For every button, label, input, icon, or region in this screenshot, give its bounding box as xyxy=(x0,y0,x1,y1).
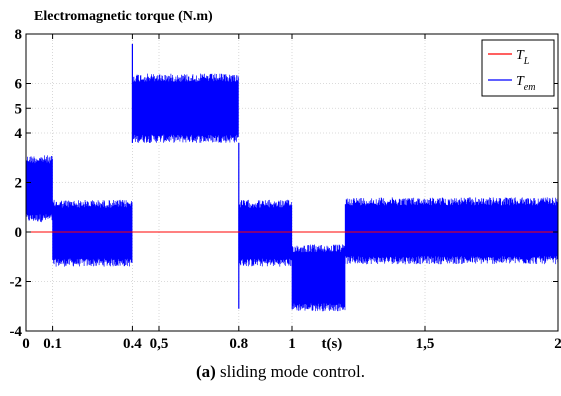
chart-title: Electromagnetic torque (N.m) xyxy=(34,9,213,24)
y-tick-label: 5 xyxy=(15,101,23,117)
y-tick-label: 4 xyxy=(15,126,23,142)
x-axis-label: t(s) xyxy=(321,336,342,352)
x-tick-label: 0.8 xyxy=(229,336,248,352)
x-tick-label: 0.4 xyxy=(123,336,142,352)
x-tick-label: 2 xyxy=(554,336,561,352)
y-tick-label: 6 xyxy=(15,77,23,93)
y-tick-label: 8 xyxy=(15,27,23,43)
y-tick-label: 2 xyxy=(15,176,23,192)
x-tick-label: 1,5 xyxy=(416,336,435,352)
legend-entry-label: Tem xyxy=(516,74,535,93)
torque-chart: 0 0.1 0.4 0,5 0.8 1 1,5 2 t(s) -4 -2 0 2 4 5 6 8 Electro… xyxy=(10,9,561,352)
y-tick-label: 0 xyxy=(15,225,23,241)
caption-text: sliding mode control. xyxy=(215,362,366,381)
y-tick-label: -4 xyxy=(10,324,23,340)
legend-box xyxy=(481,39,555,97)
x-tick-label: 0,5 xyxy=(150,336,169,352)
caption-label: (a) xyxy=(195,362,216,381)
x-tick-label: 1 xyxy=(288,336,296,352)
x-tick-label: 0 xyxy=(22,336,30,352)
axes: 0 0.1 0.4 0,5 0.8 1 1,5 2 t(s) -4 -2 0 2 4 5 6 8 xyxy=(10,27,561,352)
legend-entry-label: TL xyxy=(516,48,530,67)
plot-area xyxy=(25,33,559,332)
y-tick-label: -2 xyxy=(10,275,23,291)
legend: TL Tem xyxy=(481,39,555,97)
x-tick-label: 0.1 xyxy=(43,336,62,352)
figure-caption: (a) sliding mode control. xyxy=(0,362,561,382)
